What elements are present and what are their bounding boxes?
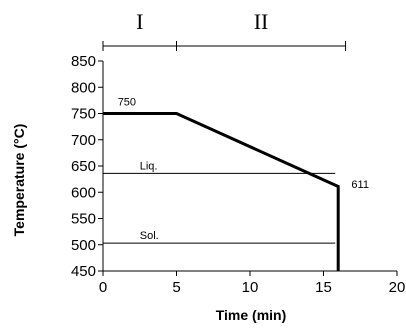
reference-line-label: Liq. — [140, 160, 158, 172]
y-tick-label: 800 — [71, 79, 96, 96]
y-tick-label: 450 — [71, 263, 96, 280]
y-tick-label: 500 — [71, 237, 96, 254]
phase-label: I — [136, 9, 143, 34]
temperature-series-line — [103, 112, 340, 271]
y-tick-label: 600 — [71, 184, 96, 201]
x-tick-label: 15 — [315, 279, 332, 296]
data-annotation: 750 — [118, 97, 136, 109]
x-tick-label: 5 — [172, 279, 180, 296]
y-tick-label: 700 — [71, 132, 96, 149]
reference-lines: Liq. Sol. — [103, 160, 336, 244]
data-annotation: 611 — [351, 179, 369, 191]
x-tick-label: 20 — [389, 279, 406, 296]
y-tick-label: 550 — [71, 211, 96, 228]
x-axis-title: Time (min) — [216, 307, 287, 323]
tick-labels: 450 500 550 600 650 700 750 800 850 0 5 10 15 20 — [71, 53, 405, 296]
axes — [98, 60, 398, 276]
reference-line-label: Sol. — [140, 230, 159, 242]
phase-brackets: I II — [102, 9, 347, 51]
series-group — [103, 112, 340, 271]
x-tick-label: 0 — [99, 279, 107, 296]
x-tick-label: 10 — [242, 279, 259, 296]
y-axis-title: Temperature (°C) — [11, 124, 27, 237]
phase-label: II — [254, 9, 269, 34]
y-tick-label: 850 — [71, 53, 96, 70]
annotations: 750 611 — [118, 97, 369, 191]
y-tick-label: 750 — [71, 106, 96, 123]
y-tick-label: 650 — [71, 158, 96, 175]
